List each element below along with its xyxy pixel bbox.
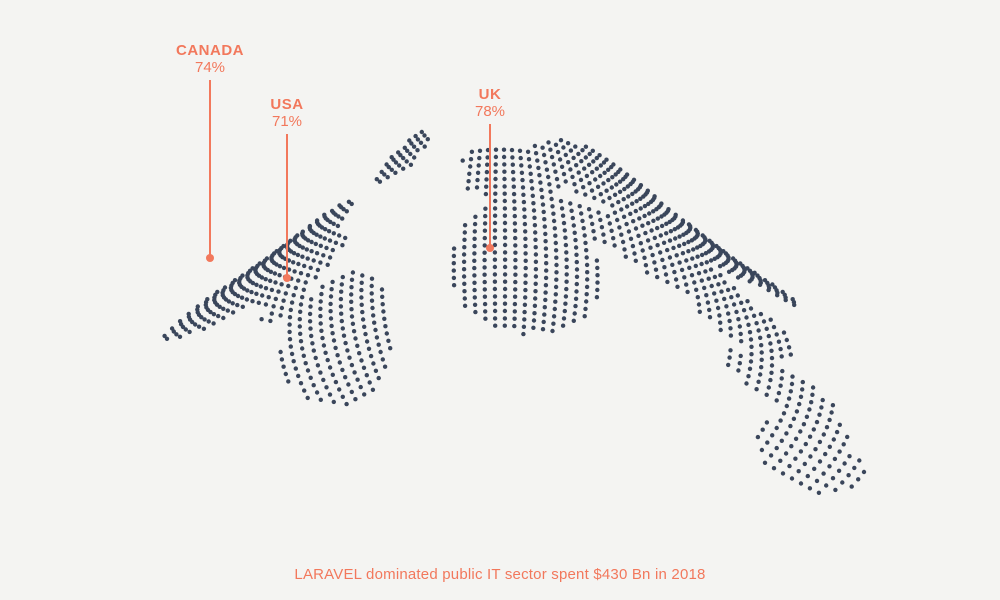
callout-leader-canada bbox=[209, 80, 211, 258]
callout-usa: USA71% bbox=[270, 96, 303, 131]
callout-leader-uk bbox=[489, 124, 491, 248]
caption-text: LARAVEL dominated public IT sector spent… bbox=[0, 566, 1000, 583]
callout-name: USA bbox=[270, 96, 303, 113]
callout-value: 74% bbox=[176, 59, 244, 76]
infographic-stage: LARAVEL dominated public IT sector spent… bbox=[0, 0, 1000, 600]
callout-name: CANADA bbox=[176, 42, 244, 59]
callout-name: UK bbox=[475, 86, 505, 103]
callout-dot-uk bbox=[486, 244, 494, 252]
callout-canada: CANADA74% bbox=[176, 42, 244, 77]
callout-value: 71% bbox=[270, 113, 303, 130]
callout-value: 78% bbox=[475, 103, 505, 120]
callout-dot-usa bbox=[283, 274, 291, 282]
callout-leader-usa bbox=[286, 134, 288, 278]
callout-dot-canada bbox=[206, 254, 214, 262]
callout-uk: UK78% bbox=[475, 86, 505, 121]
